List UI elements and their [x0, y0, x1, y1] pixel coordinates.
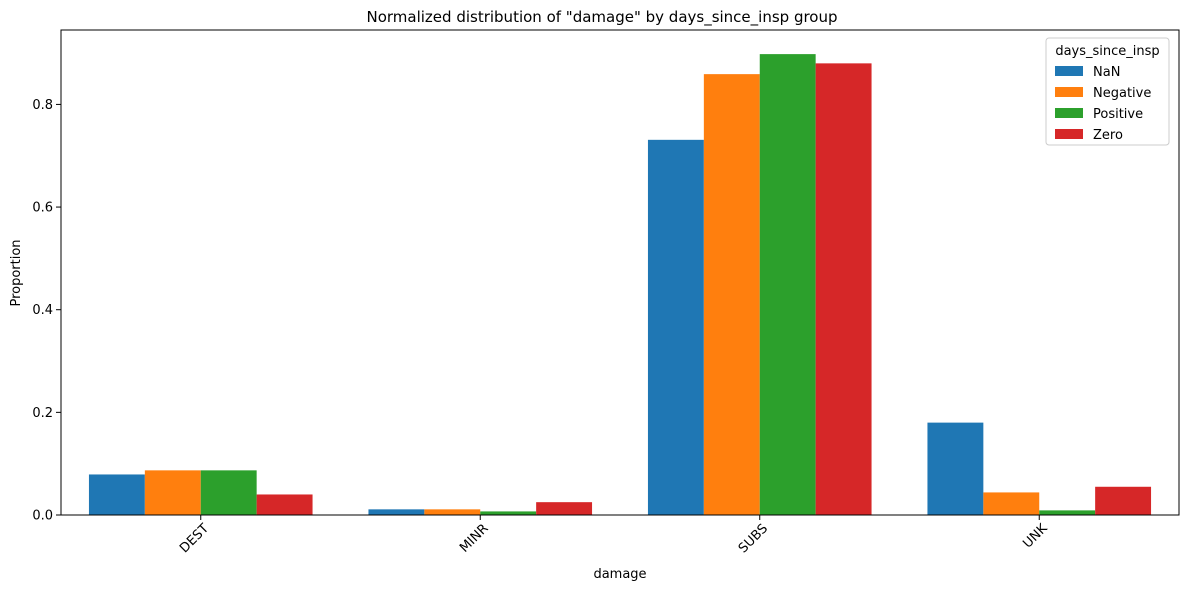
bar-positive-minr: [480, 511, 537, 515]
legend-label-negative: Negative: [1093, 86, 1151, 101]
legend-box: [1045, 37, 1170, 146]
y-tick-label: 0.4: [32, 303, 53, 318]
legend-title: days_since_insp: [1055, 44, 1159, 59]
bar-zero-minr: [536, 502, 593, 515]
legend-swatch-negative: [1055, 87, 1083, 97]
bar-nan-unk: [927, 422, 984, 515]
bar-negative-dest: [144, 470, 201, 515]
bar-zero-subs: [815, 63, 872, 516]
y-tick-label: 0.6: [32, 201, 53, 216]
x-axis-title: damage: [593, 567, 646, 582]
bar-negative-subs: [703, 74, 760, 515]
y-axis: 0.0 0.2 0.4 0.6 0.8: [32, 98, 61, 524]
plot-area: [60, 29, 1180, 516]
bar-positive-unk: [1039, 510, 1096, 515]
bar-negative-minr: [424, 509, 481, 515]
x-tick-label: UNK: [1020, 521, 1051, 552]
bar-nan-dest: [88, 474, 145, 515]
legend-label-nan: NaN: [1093, 65, 1120, 80]
legend-label-positive: Positive: [1093, 107, 1143, 122]
plot-frame: [60, 29, 1180, 516]
legend-label-zero: Zero: [1093, 128, 1123, 143]
bar-zero-unk: [1095, 486, 1152, 515]
bar-zero-dest: [256, 494, 313, 515]
bar-positive-subs: [759, 54, 816, 516]
legend: days_since_insp NaN Negative Positive Zero: [1045, 37, 1170, 146]
bar-nan-minr: [368, 509, 425, 515]
y-tick-label: 0.0: [32, 509, 53, 524]
x-tick-label: SUBS: [736, 521, 771, 556]
x-axis: DEST MINR SUBS UNK: [177, 515, 1051, 556]
bar-nan-subs: [647, 139, 704, 515]
legend-swatch-zero: [1055, 129, 1083, 139]
x-tick-label: MINR: [457, 521, 492, 556]
bar-positive-dest: [200, 470, 257, 515]
chart-title: Normalized distribution of "damage" by d…: [366, 8, 837, 27]
legend-swatch-nan: [1055, 66, 1083, 76]
y-tick-label: 0.2: [32, 406, 53, 421]
bar-negative-unk: [983, 492, 1040, 515]
y-tick-label: 0.8: [32, 98, 53, 113]
x-tick-label: DEST: [177, 521, 212, 556]
legend-swatch-positive: [1055, 108, 1083, 118]
y-axis-title: Proportion: [9, 239, 24, 306]
